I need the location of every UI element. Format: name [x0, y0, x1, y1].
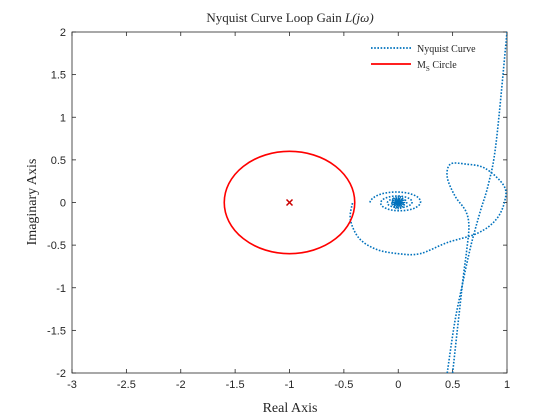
- nyquist-branch-line: [447, 32, 507, 373]
- y-tick-label: 0: [60, 198, 66, 210]
- chart-title-math: L(jω): [344, 10, 374, 25]
- series-group: [224, 32, 507, 373]
- nyquist-outer-loop: [350, 163, 506, 373]
- x-tick-label: -0.5: [334, 379, 353, 391]
- y-tick-label: 0.5: [51, 155, 66, 167]
- x-tick-label: -2: [176, 379, 186, 391]
- legend-label: MS Circle: [417, 60, 457, 73]
- legend-label: Nyquist Curve: [417, 44, 476, 55]
- y-axis-label: Imaginary Axis: [25, 159, 40, 246]
- x-tick-label: 1: [504, 379, 510, 391]
- y-tick-label: -0.5: [47, 240, 66, 252]
- y-tick-label: -1.5: [47, 325, 66, 337]
- x-tick-label: -1: [285, 379, 295, 391]
- y-tick-label: -2: [56, 368, 66, 380]
- y-tick-label: -1: [56, 283, 66, 295]
- x-tick-label: -1.5: [226, 379, 245, 391]
- y-tick-label: 1.5: [51, 70, 66, 82]
- plot-area: -3 -2.5 -2 -1.5 -1 -0.5 0 0.5 1 2 1.5 1 0.5 0 -0.5 -1 -1…: [47, 27, 510, 391]
- x-tick-label: -3: [67, 379, 77, 391]
- chart-title: Nyquist Curve Loop Gain L(jω): [206, 10, 373, 25]
- x-axis-label: Real Axis: [263, 401, 318, 416]
- x-tick-label: 0: [395, 379, 401, 391]
- chart-title-text: Nyquist Curve Loop Gain: [206, 10, 345, 25]
- y-tick-label: 2: [60, 27, 66, 39]
- y-tick-label: 1: [60, 112, 66, 124]
- x-tick-label: 0.5: [445, 379, 460, 391]
- x-tick-label: -2.5: [117, 379, 136, 391]
- legend: Nyquist Curve MS Circle: [371, 44, 476, 73]
